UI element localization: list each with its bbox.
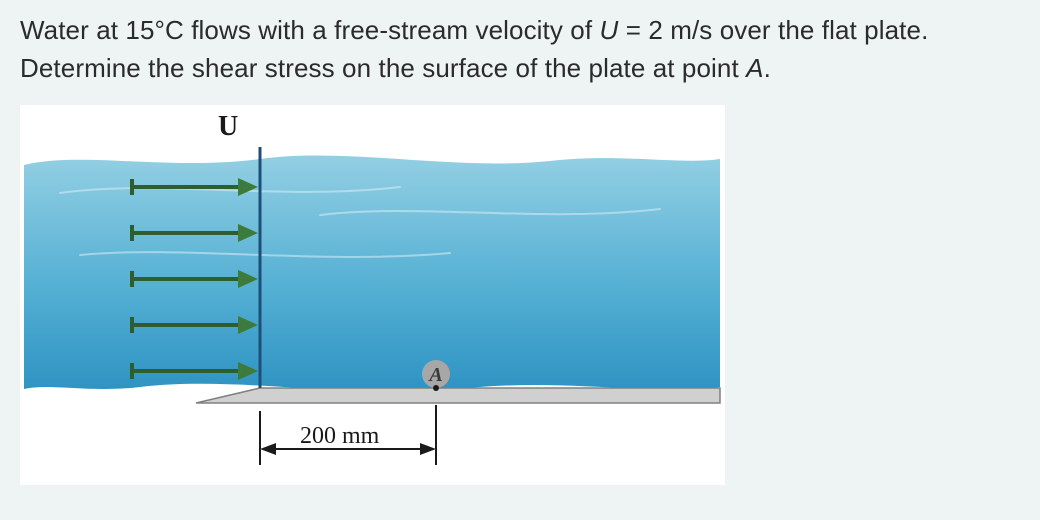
flat-plate (196, 388, 720, 403)
label-U: U (218, 111, 238, 142)
figure: U A 200 mm (20, 105, 725, 485)
svg-text:A: A (427, 364, 442, 386)
problem-text-3: . (764, 53, 771, 83)
variable-A: A (746, 53, 763, 83)
svg-text:200 mm: 200 mm (300, 423, 380, 449)
dimension-200mm: 200 mm (260, 405, 436, 465)
problem-text-1: Water at 15°C flows with a free-stream v… (20, 15, 600, 45)
variable-U: U (600, 15, 619, 45)
water-body (24, 156, 720, 393)
problem-statement: Water at 15°C flows with a free-stream v… (20, 12, 1020, 87)
